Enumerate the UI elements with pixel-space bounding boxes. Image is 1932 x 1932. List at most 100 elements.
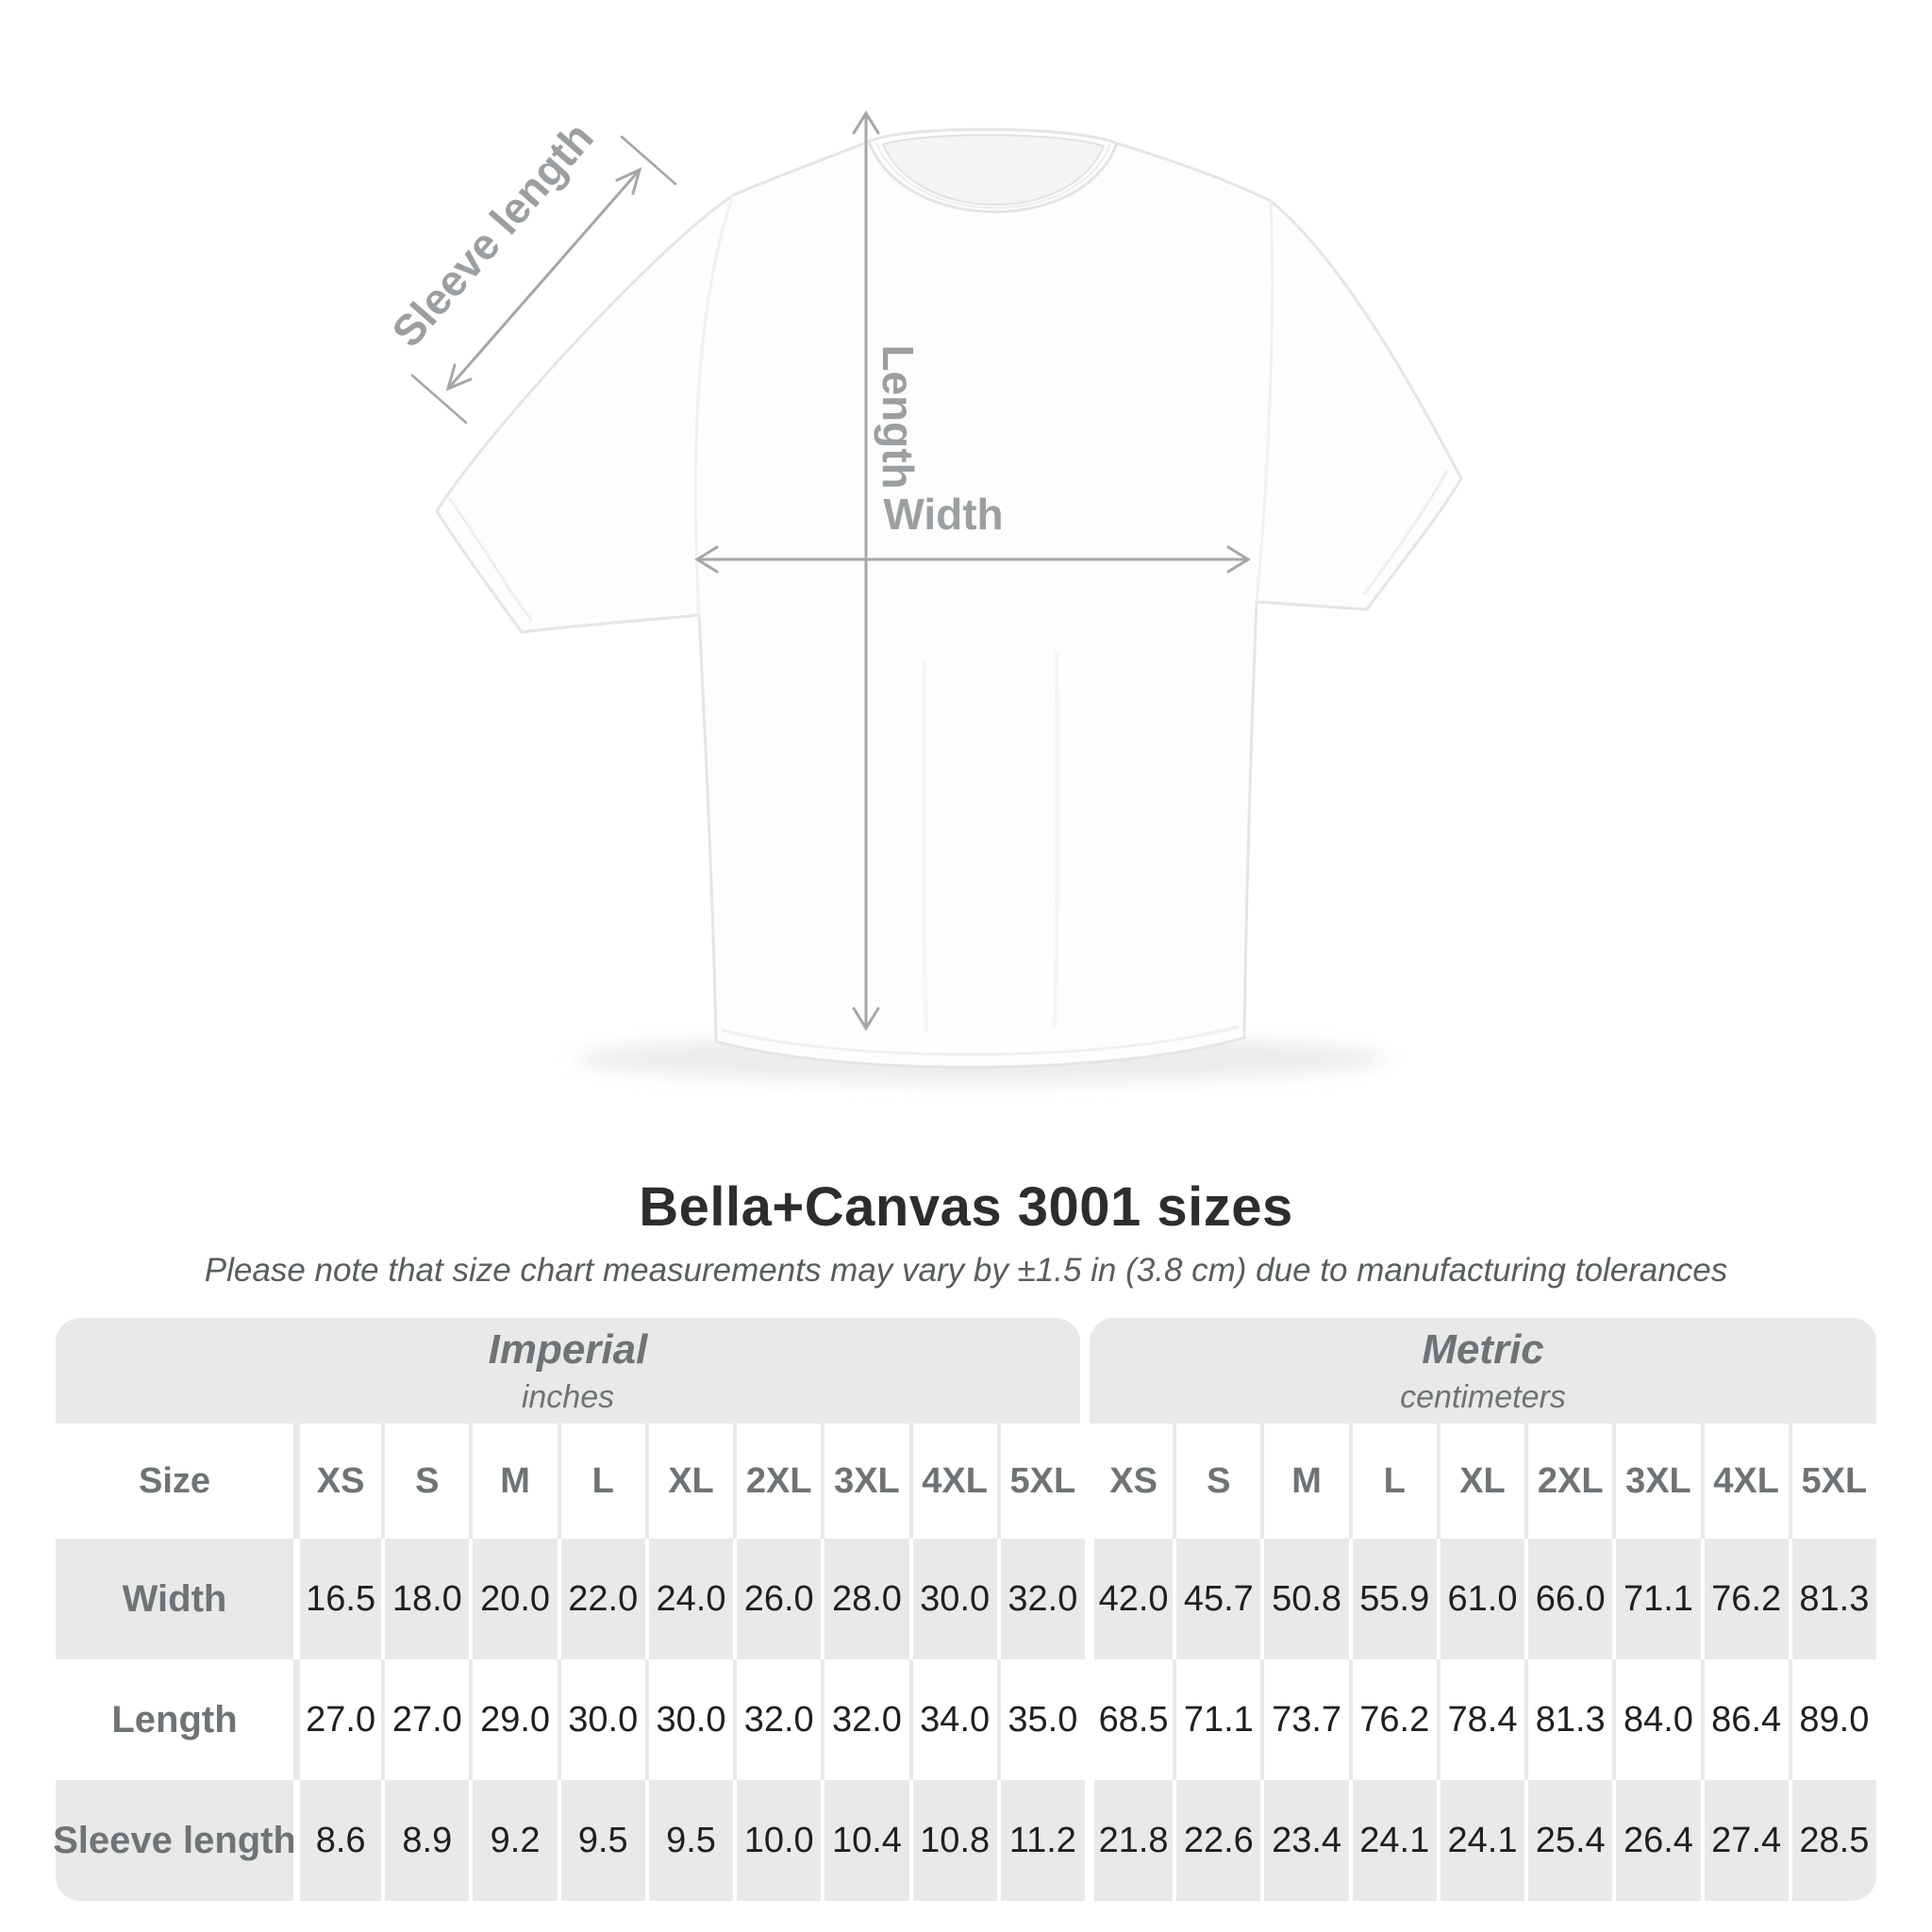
size-header-metric-xs: XS <box>1084 1424 1174 1539</box>
value-cell: 24.0 <box>644 1539 734 1659</box>
value-cell: 18.0 <box>381 1539 470 1659</box>
row-label-sleeve-length: Sleeve length <box>53 1780 296 1901</box>
unit-group-header-imperial: Imperial inches <box>56 1318 1080 1424</box>
value-cell: 84.0 <box>1612 1659 1701 1780</box>
size-header-metric-l: L <box>1348 1424 1437 1539</box>
value-cell: 10.8 <box>908 1780 997 1901</box>
value-cell: 71.1 <box>1173 1659 1261 1780</box>
value-cell: 27.0 <box>381 1659 470 1780</box>
value-cell: 24.1 <box>1348 1780 1437 1901</box>
unit-group-header-metric: Metric centimeters <box>1089 1318 1876 1424</box>
value-cell: 22.6 <box>1173 1780 1261 1901</box>
value-cell: 81.3 <box>1788 1539 1876 1659</box>
value-cell: 68.5 <box>1084 1659 1174 1780</box>
collar-outer-edge <box>867 141 1119 213</box>
value-cell: 26.0 <box>733 1539 822 1659</box>
tshirt-body <box>435 127 1463 1069</box>
row-label-width: Width <box>56 1539 293 1659</box>
value-cell: 9.5 <box>644 1780 734 1901</box>
value-cell: 34.0 <box>908 1659 997 1780</box>
size-header-imperial-s: S <box>381 1424 470 1539</box>
length-arrow <box>852 110 880 1031</box>
size-column-header: Size <box>56 1424 293 1539</box>
unit-group-unit: centimeters <box>1400 1378 1566 1415</box>
size-header-metric-3xl: 3XL <box>1612 1424 1701 1539</box>
size-header-imperial-xl: XL <box>644 1424 734 1539</box>
unit-group-name: Metric <box>1422 1325 1544 1373</box>
size-header-metric-m: M <box>1260 1424 1349 1539</box>
row-label-length: Length <box>56 1659 293 1780</box>
value-cell: 76.2 <box>1348 1659 1437 1780</box>
size-header-imperial-l: L <box>557 1424 645 1539</box>
size-header-imperial-2xl: 2XL <box>733 1424 822 1539</box>
value-cell: 30.0 <box>557 1659 645 1780</box>
value-cell: 30.0 <box>644 1659 734 1780</box>
value-cell: 61.0 <box>1436 1539 1525 1659</box>
value-cell: 9.2 <box>469 1780 558 1901</box>
value-cell: 24.1 <box>1436 1780 1525 1901</box>
value-cell: 16.5 <box>293 1539 382 1659</box>
value-cell: 32.0 <box>733 1659 822 1780</box>
value-cell: 22.0 <box>557 1539 645 1659</box>
value-cell: 42.0 <box>1084 1539 1174 1659</box>
value-cell: 26.4 <box>1612 1780 1701 1901</box>
value-cell: 89.0 <box>1788 1659 1876 1780</box>
left-sleeve-seam <box>693 194 735 616</box>
size-header-imperial-4xl: 4XL <box>908 1424 997 1539</box>
value-cell: 32.0 <box>996 1539 1085 1659</box>
value-cell: 86.4 <box>1700 1659 1789 1780</box>
collar-rib-line <box>875 142 1111 209</box>
size-header-metric-4xl: 4XL <box>1700 1424 1789 1539</box>
width-label: Width <box>883 490 1003 539</box>
bottom-hem-line <box>721 1024 1240 1057</box>
value-cell: 28.5 <box>1788 1780 1876 1901</box>
tshirt-measurement-diagram: Sleeve length Length Width <box>382 110 1463 1083</box>
value-cell: 11.2 <box>996 1780 1085 1901</box>
width-arrow <box>694 545 1251 574</box>
value-cell: 50.8 <box>1260 1539 1349 1659</box>
size-header-imperial-3xl: 3XL <box>821 1424 909 1539</box>
value-cell: 10.0 <box>733 1780 822 1901</box>
value-cell: 30.0 <box>908 1539 997 1659</box>
size-header-metric-xl: XL <box>1436 1424 1525 1539</box>
size-header-metric-s: S <box>1173 1424 1261 1539</box>
right-cuff-hem <box>1362 470 1449 595</box>
value-cell: 27.0 <box>293 1659 382 1780</box>
left-cuff-hem <box>447 497 534 622</box>
page-title: Bella+Canvas 3001 sizes <box>639 1176 1293 1238</box>
value-cell: 71.1 <box>1612 1539 1701 1659</box>
size-header-metric-5xl: 5XL <box>1788 1424 1876 1539</box>
value-cell: 78.4 <box>1436 1659 1525 1780</box>
value-cell: 8.6 <box>293 1780 382 1901</box>
value-cell: 25.4 <box>1524 1780 1613 1901</box>
collar-opening <box>881 134 1106 206</box>
tolerance-note: Please note that size chart measurements… <box>204 1252 1728 1289</box>
sleeve-length-arrow <box>410 135 677 425</box>
unit-group-name: Imperial <box>488 1325 648 1373</box>
value-cell: 55.9 <box>1348 1539 1437 1659</box>
value-cell: 28.0 <box>821 1539 909 1659</box>
length-label: Length <box>874 344 923 489</box>
body-crease <box>921 659 929 1034</box>
value-cell: 66.0 <box>1524 1539 1613 1659</box>
size-chart-table: Imperial inches Metric centimeters Size XS S M L… <box>53 1318 1876 1901</box>
value-cell: 10.4 <box>821 1780 909 1901</box>
value-cell: 8.9 <box>381 1780 470 1901</box>
value-cell: 23.4 <box>1260 1780 1349 1901</box>
value-cell: 35.0 <box>996 1659 1085 1780</box>
right-sleeve-seam <box>1255 200 1274 603</box>
value-cell: 29.0 <box>469 1659 558 1780</box>
body-crease <box>1052 650 1060 1029</box>
size-header-metric-2xl: 2XL <box>1524 1424 1613 1539</box>
unit-group-unit: inches <box>521 1378 615 1415</box>
value-cell: 73.7 <box>1260 1659 1349 1780</box>
value-cell: 32.0 <box>821 1659 909 1780</box>
value-cell: 45.7 <box>1173 1539 1261 1659</box>
value-cell: 9.5 <box>557 1780 645 1901</box>
value-cell: 76.2 <box>1700 1539 1789 1659</box>
tshirt-graphic <box>435 127 1463 1069</box>
size-header-imperial-xs: XS <box>293 1424 382 1539</box>
value-cell: 81.3 <box>1524 1659 1613 1780</box>
sleeve-length-label: Sleeve length <box>382 113 603 357</box>
